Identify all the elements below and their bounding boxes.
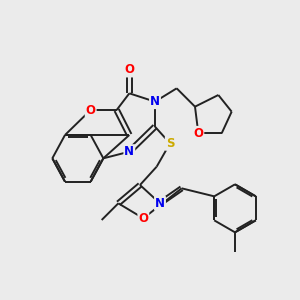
Text: O: O <box>193 127 203 140</box>
Text: N: N <box>150 95 160 108</box>
Text: N: N <box>124 145 134 158</box>
Text: O: O <box>124 64 134 76</box>
Text: S: S <box>166 137 174 150</box>
Text: O: O <box>86 103 96 116</box>
Text: O: O <box>138 212 148 225</box>
Text: N: N <box>155 197 165 210</box>
